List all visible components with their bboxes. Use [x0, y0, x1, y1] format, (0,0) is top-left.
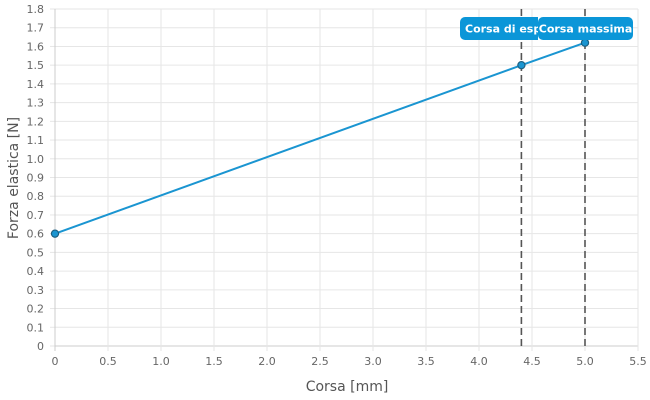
y-tick-label: 0.4: [27, 265, 45, 278]
annotation-label-group: Corsa di esp: [460, 17, 541, 40]
y-tick-label: 1.1: [27, 134, 45, 147]
y-tick-label: 0.1: [27, 321, 45, 334]
grid-lines: [50, 8, 639, 351]
y-tick-label: 1.3: [27, 97, 45, 110]
annotation-label-bg: [460, 17, 538, 40]
y-tick-label: 0.7: [27, 209, 45, 222]
y-tick-label: 0.6: [27, 228, 45, 241]
x-tick-label: 1.0: [152, 355, 170, 368]
x-tick-label: 2.5: [311, 355, 329, 368]
data-point: [517, 60, 526, 70]
x-tick-label: 0: [52, 355, 59, 368]
x-tick-label: 2.0: [258, 355, 276, 368]
y-tick-label: 1.8: [27, 3, 45, 16]
y-tick-label: 0: [37, 340, 44, 353]
annotation-label-text: Corsa massima: [539, 23, 633, 36]
y-axis-ticks: 0 0.1 0.2 0.3 0.4 0.5 0.6 0.7 0.8 0.9 1.0 1.1 1.2 1.3…: [27, 3, 45, 353]
annotation-label-bg: [538, 17, 633, 40]
annotation-label-text: Corsa di esp: [465, 23, 541, 36]
x-axis-title: Corsa [mm]: [306, 379, 389, 395]
y-tick-label: 1.6: [27, 40, 45, 53]
y-tick-label: 0.9: [27, 172, 45, 185]
series-layer: [50, 38, 590, 238]
y-tick-label: 0.8: [27, 190, 45, 203]
x-axis-ticks: 0 0.5 1.0 1.5 2.0 2.5 3.0 3.5 4.0 4.5 5.0 5.5: [52, 355, 647, 368]
y-axis-title: Forza elastica [N]: [6, 117, 22, 239]
y-tick-label: 0.3: [27, 284, 45, 297]
x-tick-label: 5.5: [629, 355, 647, 368]
data-point: [580, 38, 590, 47]
y-tick-label: 1.0: [27, 153, 45, 166]
y-tick-label: 1.2: [27, 115, 45, 128]
x-tick-label: 1.5: [205, 355, 223, 368]
y-tick-label: 0.5: [27, 246, 45, 259]
x-tick-label: 0.5: [99, 355, 117, 368]
y-tick-label: 1.4: [27, 78, 45, 91]
x-tick-label: 5.0: [576, 355, 594, 368]
y-tick-label: 1.7: [27, 22, 45, 35]
y-tick-label: 0.2: [27, 303, 45, 316]
x-tick-label: 4.0: [470, 355, 488, 368]
x-tick-label: 3.0: [364, 355, 382, 368]
y-tick-label: 1.5: [27, 59, 45, 72]
data-point: [50, 229, 60, 238]
x-tick-label: 3.5: [417, 355, 435, 368]
x-tick-label: 4.5: [523, 355, 541, 368]
